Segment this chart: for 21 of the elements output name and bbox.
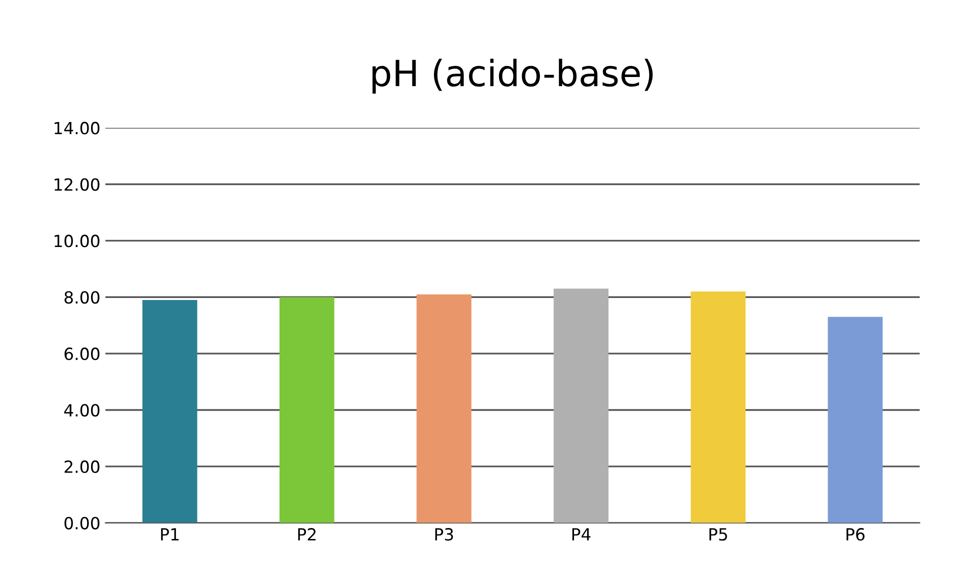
y-tick-label: 2.00 — [64, 460, 100, 474]
chart-title: pH (acido-base) — [372, 58, 653, 94]
bar — [142, 300, 198, 523]
x-tick-label: P6 — [846, 528, 865, 541]
y-tick-label: 0.00 — [64, 516, 100, 530]
y-tick-label: 14.00 — [54, 122, 100, 134]
bar — [828, 316, 883, 523]
bar — [554, 288, 608, 523]
bar — [690, 291, 746, 523]
x-tick-label: P2 — [298, 528, 316, 540]
x-tick-label: P4 — [572, 528, 590, 540]
y-tick-label: 6.00 — [64, 348, 100, 360]
y-tick-label: 12.00 — [54, 178, 100, 191]
y-tick-label: 4.00 — [64, 404, 100, 417]
x-tick-label: P1 — [161, 528, 179, 540]
bar — [279, 297, 334, 523]
y-tick-label: 8.00 — [64, 291, 100, 304]
bar — [416, 294, 472, 523]
x-tick-label: P3 — [435, 528, 453, 541]
x-tick-label: P5 — [709, 528, 728, 541]
y-tick-label: 10.00 — [54, 234, 100, 248]
